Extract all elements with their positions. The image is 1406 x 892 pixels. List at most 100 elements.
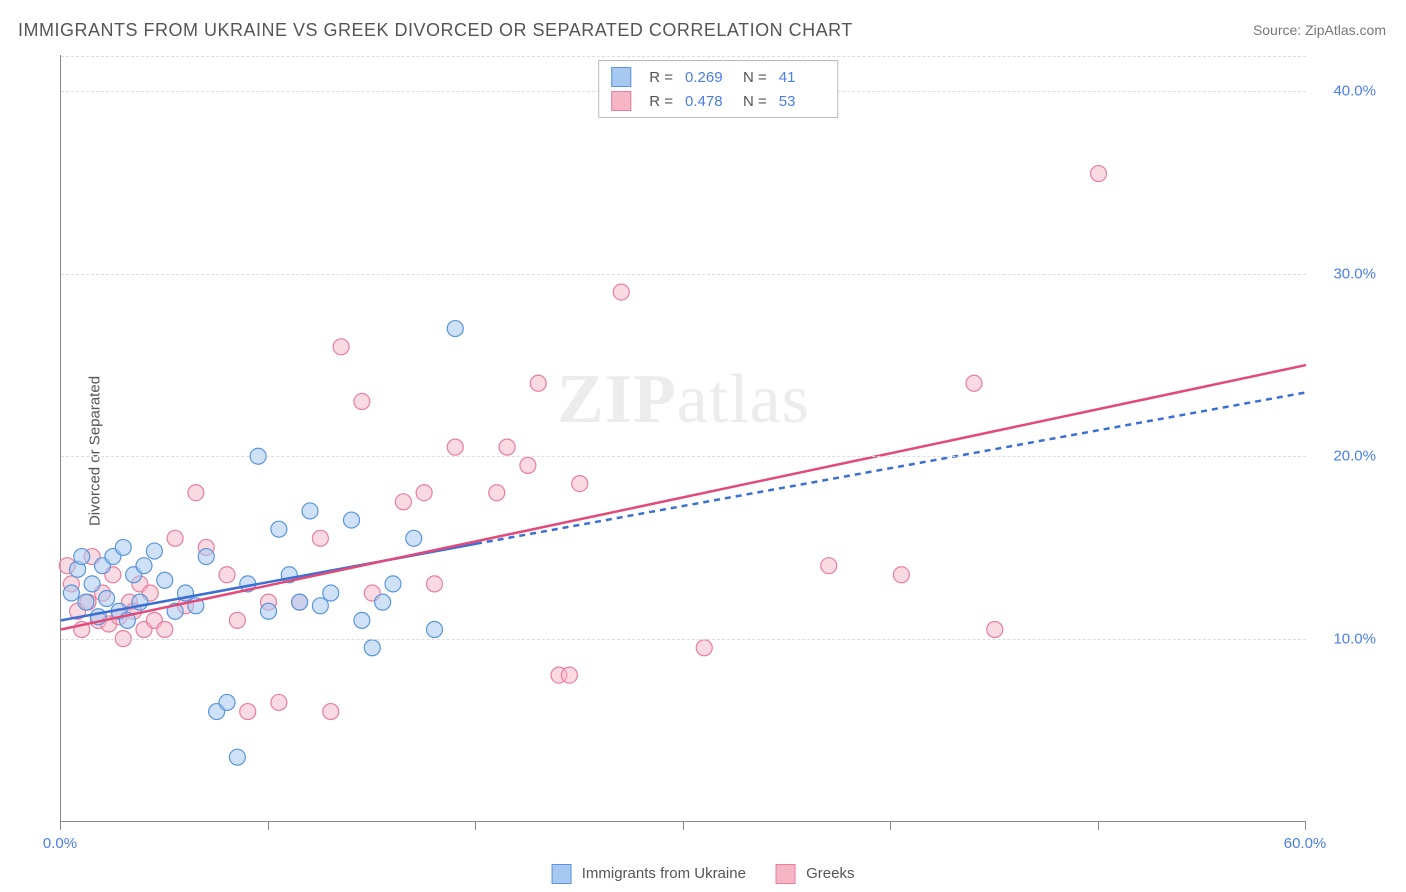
data-point: [63, 585, 79, 601]
data-point: [385, 576, 401, 592]
stats-legend-box: R = 0.269 N = 41 R = 0.478 N = 53: [598, 60, 838, 118]
trend-line: [61, 365, 1306, 629]
data-point: [302, 503, 318, 519]
data-point: [229, 749, 245, 765]
data-point: [240, 704, 256, 720]
bottom-legend: Immigrants from Ukraine Greeks: [552, 864, 855, 884]
data-point: [188, 485, 204, 501]
data-point: [323, 704, 339, 720]
legend-swatch-1: [611, 91, 631, 111]
y-tick-label: 10.0%: [1333, 630, 1376, 647]
data-point: [613, 284, 629, 300]
data-point: [167, 530, 183, 546]
legend-swatch-0: [611, 67, 631, 87]
data-point: [893, 567, 909, 583]
n-value-1: 53: [779, 93, 825, 110]
data-point: [229, 612, 245, 628]
data-point: [696, 640, 712, 656]
gridline: [61, 456, 1306, 457]
data-point: [323, 585, 339, 601]
data-point: [271, 694, 287, 710]
data-point: [354, 612, 370, 628]
data-point: [99, 590, 115, 606]
source-attribution: Source: ZipAtlas.com: [1253, 22, 1386, 38]
x-tick: [475, 822, 476, 830]
data-layer: [61, 55, 1306, 821]
data-point: [115, 539, 131, 555]
data-point: [987, 622, 1003, 638]
data-point: [344, 512, 360, 528]
plot-area: ZIPatlas: [60, 55, 1306, 822]
gridline: [61, 639, 1306, 640]
x-tick-label: 0.0%: [43, 835, 77, 852]
data-point: [219, 567, 235, 583]
x-tick: [1305, 822, 1306, 830]
x-tick-label: 60.0%: [1284, 835, 1327, 852]
legend-item-1: Greeks: [776, 864, 855, 884]
data-point: [84, 576, 100, 592]
r-label: R =: [649, 69, 673, 86]
data-point: [416, 485, 432, 501]
data-point: [1091, 166, 1107, 182]
trend-line-extension: [476, 392, 1306, 543]
gridline: [61, 56, 1306, 57]
r-value-1: 0.478: [685, 93, 731, 110]
x-tick: [1098, 822, 1099, 830]
y-tick-label: 30.0%: [1333, 265, 1376, 282]
data-point: [292, 594, 308, 610]
data-point: [219, 694, 235, 710]
data-point: [447, 439, 463, 455]
x-tick: [890, 822, 891, 830]
data-point: [447, 321, 463, 337]
data-point: [198, 549, 214, 565]
data-point: [561, 667, 577, 683]
legend-label-0: Immigrants from Ukraine: [582, 865, 746, 882]
data-point: [157, 572, 173, 588]
data-point: [375, 594, 391, 610]
y-tick-label: 40.0%: [1333, 83, 1376, 100]
data-point: [364, 640, 380, 656]
n-value-0: 41: [779, 69, 825, 86]
data-point: [78, 594, 94, 610]
data-point: [572, 476, 588, 492]
y-tick-label: 20.0%: [1333, 448, 1376, 465]
n-label: N =: [743, 93, 767, 110]
source-value: ZipAtlas.com: [1305, 22, 1386, 38]
gridline: [61, 274, 1306, 275]
data-point: [312, 598, 328, 614]
data-point: [354, 394, 370, 410]
data-point: [427, 576, 443, 592]
data-point: [312, 530, 328, 546]
legend-label-1: Greeks: [806, 865, 854, 882]
x-tick: [683, 822, 684, 830]
data-point: [136, 558, 152, 574]
n-label: N =: [743, 69, 767, 86]
data-point: [261, 603, 277, 619]
data-point: [333, 339, 349, 355]
data-point: [146, 543, 162, 559]
r-label: R =: [649, 93, 673, 110]
legend-item-0: Immigrants from Ukraine: [552, 864, 746, 884]
data-point: [489, 485, 505, 501]
data-point: [821, 558, 837, 574]
source-prefix: Source:: [1253, 22, 1305, 38]
legend-swatch-bottom-0: [552, 864, 572, 884]
data-point: [427, 622, 443, 638]
data-point: [74, 549, 90, 565]
stats-row-series-1: R = 0.478 N = 53: [611, 89, 825, 113]
x-tick: [60, 822, 61, 830]
chart-container: Divorced or Separated ZIPatlas R = 0.269…: [50, 55, 1386, 847]
data-point: [406, 530, 422, 546]
r-value-0: 0.269: [685, 69, 731, 86]
legend-swatch-bottom-1: [776, 864, 796, 884]
chart-title: IMMIGRANTS FROM UKRAINE VS GREEK DIVORCE…: [18, 20, 853, 41]
data-point: [499, 439, 515, 455]
data-point: [395, 494, 411, 510]
data-point: [530, 375, 546, 391]
x-tick: [268, 822, 269, 830]
data-point: [966, 375, 982, 391]
data-point: [157, 622, 173, 638]
data-point: [520, 457, 536, 473]
data-point: [271, 521, 287, 537]
stats-row-series-0: R = 0.269 N = 41: [611, 65, 825, 89]
